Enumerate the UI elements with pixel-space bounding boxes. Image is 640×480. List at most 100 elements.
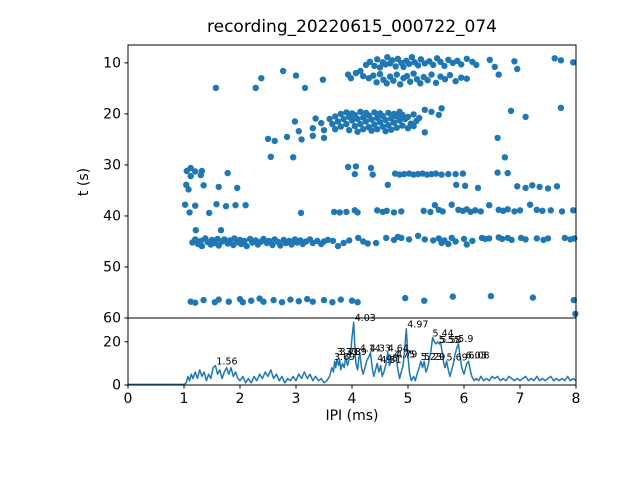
scatter-point [384, 54, 391, 61]
scatter-point [405, 236, 413, 243]
scatter-point [264, 135, 272, 143]
scatter-point [402, 294, 409, 302]
peak-annotation: 4.64 [388, 344, 409, 355]
scatter-point [536, 183, 543, 191]
scatter-point [421, 236, 428, 243]
scatter-point [557, 57, 565, 64]
scatter-point [399, 122, 406, 129]
scatter-point [298, 136, 305, 143]
scatter-point [215, 183, 222, 191]
scatter-point [431, 202, 439, 209]
scatter-point [187, 172, 194, 180]
scatter-point [346, 237, 353, 244]
scatter-point [410, 111, 417, 118]
scatter-point [354, 128, 361, 135]
scatter-point [522, 184, 529, 192]
scatter-point [344, 163, 352, 171]
scatter-point [441, 62, 448, 70]
scatter-point [393, 71, 400, 78]
peak-annotation: 6.08 [468, 351, 489, 362]
scatter-point [346, 127, 353, 134]
scatter-point [533, 206, 540, 213]
scatter-point [570, 59, 577, 66]
scatter-point [494, 134, 501, 142]
scatter-point [287, 296, 294, 303]
y-tick-label: 30 [103, 157, 121, 173]
scatter-point [267, 153, 274, 160]
scatter-point [343, 208, 350, 216]
scatter-point [486, 235, 493, 242]
scatter-point [452, 78, 459, 85]
scatter-point [367, 164, 375, 172]
scatter-point [561, 234, 568, 242]
scatter-point [446, 71, 454, 79]
peak-annotation: 5.23 [421, 352, 442, 363]
scatter-point [234, 184, 241, 192]
scatter-point [340, 115, 347, 123]
scatter-point [396, 117, 403, 124]
scatter-point [424, 77, 431, 84]
scatter-point [329, 299, 336, 306]
y-tick-label: 60 [103, 311, 121, 327]
peak-annotation: 5.44 [433, 328, 454, 339]
scatter-point [183, 167, 190, 175]
scatter-point [334, 118, 342, 125]
scatter-point [397, 81, 404, 88]
y-tick-label: 40 [103, 208, 121, 224]
scatter-point [430, 237, 437, 244]
scatter-point [388, 126, 395, 133]
scatter-point [403, 72, 411, 80]
scatter-point [427, 208, 434, 216]
scatter-point [511, 58, 518, 65]
scatter-point [445, 56, 452, 63]
scatter-point [460, 235, 468, 243]
scatter-point [360, 126, 367, 133]
scatter-point [400, 170, 408, 178]
scatter-point [379, 123, 386, 130]
scatter-point [410, 70, 417, 77]
scatter-point [514, 183, 521, 190]
scatter-point [291, 118, 299, 125]
scatter-point [511, 208, 518, 215]
scatter-point [222, 203, 230, 210]
scatter-point [329, 237, 337, 245]
scatter-point [352, 163, 360, 170]
scatter-point [340, 239, 347, 247]
scatter-point [400, 63, 407, 71]
scatter-point [445, 240, 452, 248]
scatter-point [404, 125, 412, 132]
scatter-point [472, 207, 479, 214]
scatter-point [376, 64, 384, 71]
scatter-point [533, 235, 540, 242]
scatter-point [486, 202, 493, 209]
scatter-point [486, 56, 493, 63]
scatter-point [384, 181, 391, 188]
scatter-point [557, 104, 565, 112]
scatter-point [343, 120, 350, 128]
scatter-point [288, 241, 295, 248]
scatter-point [385, 109, 392, 117]
scatter-point [463, 241, 470, 248]
scatter-point [192, 299, 199, 306]
scatter-point [181, 201, 189, 208]
scatter-point [477, 208, 484, 215]
scatter-point [432, 79, 440, 87]
scatter-point [529, 294, 537, 301]
scatter-point [337, 110, 344, 118]
peak-annotation: 4.45 [377, 354, 398, 365]
scatter-point [374, 126, 381, 133]
scatter-point [408, 54, 416, 61]
scatter-point [439, 208, 446, 215]
scatter-point [347, 75, 355, 82]
scatter-point [522, 113, 529, 121]
scatter-point [206, 209, 213, 217]
scatter-point [290, 154, 297, 161]
scatter-point [332, 113, 339, 120]
scatter-point [571, 235, 578, 242]
scatter-point [243, 242, 250, 250]
scatter-point [553, 183, 561, 190]
peak-annotation: 5.9 [458, 334, 473, 345]
peak-annotation: 6.03 [466, 351, 487, 362]
scatter-point [410, 122, 417, 130]
scatter-point [382, 116, 389, 124]
